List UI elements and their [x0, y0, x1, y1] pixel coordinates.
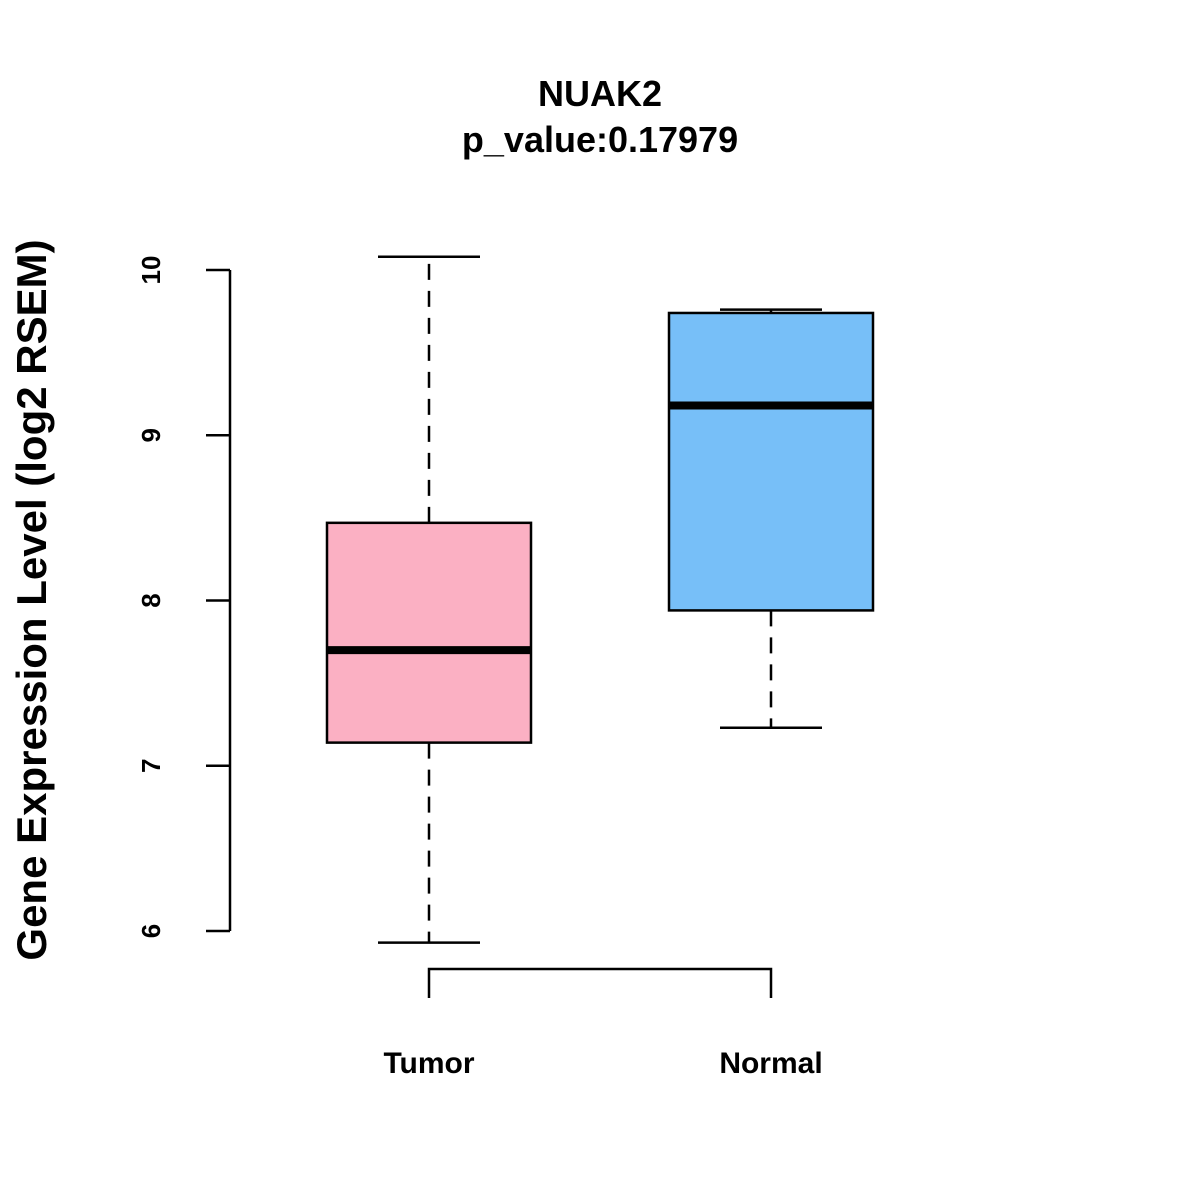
y-tick-label-8: 8 [136, 593, 166, 607]
category-label-tumor: Tumor [383, 1047, 474, 1080]
y-axis-label: Gene Expression Level (log2 RSEM) [8, 239, 55, 960]
box-normal [667, 308, 875, 729]
comparison-bracket [427, 967, 773, 998]
bracket-line [427, 967, 773, 998]
y-axis: 6 7 8 9 10 [136, 256, 232, 938]
iqr-box-tumor [325, 521, 533, 744]
category-labels: Tumor Normal [383, 1047, 822, 1080]
boxes-group [325, 255, 875, 944]
y-tick-label-6: 6 [136, 924, 166, 938]
chart-title: NUAK2 [538, 73, 662, 114]
y-tick-label-7: 7 [136, 759, 166, 773]
category-label-normal: Normal [719, 1047, 822, 1080]
y-tick-label-9: 9 [136, 428, 166, 442]
box-tumor [325, 255, 533, 944]
y-tick-label-10: 10 [136, 256, 166, 285]
chart-subtitle: p_value:0.17979 [462, 119, 738, 160]
iqr-box-normal [667, 311, 875, 612]
